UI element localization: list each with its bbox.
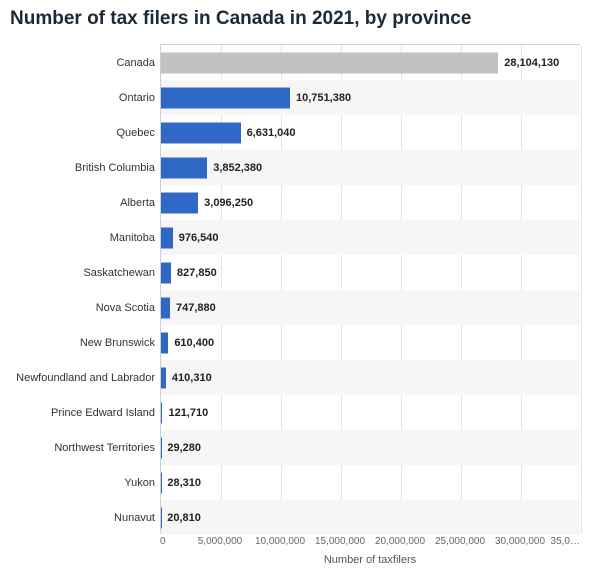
bar-row: Canada28,104,130 [161,45,580,80]
bar-row: Yukon28,310 [161,465,580,500]
x-tick-label: 10,000,000 [255,536,305,547]
bar-row: Nunavut20,810 [161,500,580,535]
x-tick-label: 35,0… [551,536,580,547]
chart-title: Number of tax filers in Canada in 2021, … [0,0,600,44]
category-label: Quebec [5,127,161,139]
category-label: Yukon [5,477,161,489]
bar-row: British Columbia3,852,380 [161,150,580,185]
bar [161,297,170,318]
value-label: 3,096,250 [198,197,253,209]
value-label: 121,710 [162,407,208,419]
value-label: 827,850 [171,267,217,279]
bar [161,227,173,248]
bar-chart: Canada28,104,130Ontario10,751,380Quebec6… [160,44,580,566]
value-label: 410,310 [166,372,212,384]
bar-row: Northwest Territories29,280 [161,430,580,465]
bar-row: Saskatchewan827,850 [161,255,580,290]
category-label: British Columbia [5,162,161,174]
category-label: New Brunswick [5,337,161,349]
bar-row: Nova Scotia747,880 [161,290,580,325]
category-label: Canada [5,57,161,69]
value-label: 28,104,130 [498,57,559,69]
bar-row: Quebec6,631,040 [161,115,580,150]
category-label: Newfoundland and Labrador [5,372,161,384]
bar [161,52,498,73]
x-tick-label: 15,000,000 [315,536,365,547]
x-tick-label: 0 [160,536,166,547]
plot-area: Canada28,104,130Ontario10,751,380Quebec6… [160,44,580,534]
bar-row: Alberta3,096,250 [161,185,580,220]
value-label: 6,631,040 [241,127,296,139]
x-tick-label: 5,000,000 [198,536,243,547]
value-label: 976,540 [173,232,219,244]
category-label: Alberta [5,197,161,209]
category-label: Northwest Territories [5,442,161,454]
bar-row: Manitoba976,540 [161,220,580,255]
category-label: Manitoba [5,232,161,244]
bar [161,122,241,143]
bar-row: Prince Edward Island121,710 [161,395,580,430]
x-tick-label: 30,000,000 [495,536,545,547]
value-label: 28,310 [161,477,201,489]
category-label: Saskatchewan [5,267,161,279]
x-axis: 0 5,000,000 10,000,000 15,000,000 20,000,000… [160,534,580,552]
value-label: 29,280 [161,442,201,454]
x-tick-label: 20,000,000 [375,536,425,547]
category-label: Nunavut [5,512,161,524]
bar [161,87,290,108]
category-label: Ontario [5,92,161,104]
bar-row: New Brunswick610,400 [161,325,580,360]
grid-line [581,45,582,533]
value-label: 20,810 [161,512,201,524]
bar [161,157,207,178]
value-label: 3,852,380 [207,162,262,174]
bar-row: Newfoundland and Labrador410,310 [161,360,580,395]
value-label: 747,880 [170,302,216,314]
chart-container: Canada28,104,130Ontario10,751,380Quebec6… [0,44,600,576]
bar-row: Ontario10,751,380 [161,80,580,115]
category-label: Nova Scotia [5,302,161,314]
x-axis-title: Number of taxfilers [160,554,580,566]
bar [161,192,198,213]
x-tick-label: 25,000,000 [435,536,485,547]
category-label: Prince Edward Island [5,407,161,419]
value-label: 10,751,380 [290,92,351,104]
bar [161,332,168,353]
value-label: 610,400 [168,337,214,349]
bar [161,262,171,283]
